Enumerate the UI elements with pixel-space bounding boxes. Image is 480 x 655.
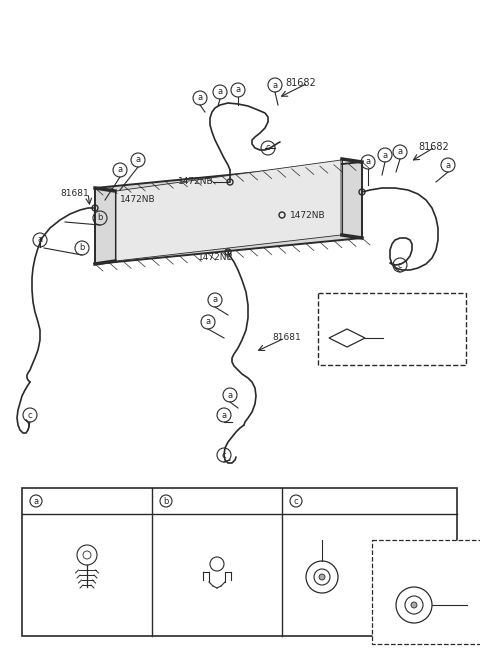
- Text: a: a: [235, 86, 240, 94]
- Text: a: a: [383, 151, 387, 160]
- Text: 1472NB: 1472NB: [178, 178, 214, 187]
- Text: b: b: [79, 244, 84, 252]
- Text: a: a: [197, 94, 203, 102]
- Text: 1472NB: 1472NB: [120, 195, 156, 204]
- Text: 81681: 81681: [60, 189, 89, 198]
- Text: 81682: 81682: [418, 142, 449, 152]
- Text: 84182T: 84182T: [385, 333, 419, 343]
- Text: c: c: [28, 411, 32, 419]
- Text: c: c: [266, 143, 270, 153]
- Text: a: a: [397, 147, 403, 157]
- Text: b: b: [163, 496, 168, 506]
- Text: 81686B: 81686B: [305, 527, 339, 536]
- Bar: [22, 488, 457, 636]
- Text: 84142: 84142: [469, 607, 480, 616]
- Text: 81682: 81682: [285, 78, 316, 88]
- Text: b: b: [97, 214, 103, 223]
- Text: 81681: 81681: [272, 333, 301, 343]
- Text: 1472NB: 1472NB: [198, 253, 234, 263]
- Circle shape: [319, 574, 325, 580]
- Text: 1472NB: 1472NB: [290, 210, 325, 219]
- Text: c: c: [398, 261, 402, 269]
- Text: a: a: [213, 295, 217, 305]
- Polygon shape: [116, 160, 341, 261]
- Text: a: a: [37, 236, 43, 244]
- Polygon shape: [95, 162, 362, 264]
- Text: a: a: [34, 496, 38, 506]
- Text: 1799VB: 1799VB: [48, 496, 86, 506]
- Text: a: a: [205, 318, 211, 326]
- Circle shape: [411, 602, 417, 608]
- Text: (W/O SUNROOF): (W/O SUNROOF): [413, 552, 480, 561]
- Text: (W/O SUNROOF): (W/O SUNROOF): [355, 303, 429, 312]
- FancyBboxPatch shape: [318, 293, 466, 365]
- Text: a: a: [217, 88, 223, 96]
- Text: a: a: [118, 166, 122, 174]
- Text: c: c: [222, 451, 226, 460]
- Text: a: a: [221, 411, 227, 419]
- FancyBboxPatch shape: [372, 540, 480, 644]
- Text: a: a: [445, 160, 451, 170]
- Text: a: a: [273, 81, 277, 90]
- Text: a: a: [228, 390, 233, 400]
- Text: 1076AM: 1076AM: [469, 593, 480, 603]
- Text: a: a: [135, 155, 141, 164]
- Text: c: c: [294, 496, 298, 506]
- Text: 81691C: 81691C: [178, 496, 216, 506]
- Text: a: a: [365, 157, 371, 166]
